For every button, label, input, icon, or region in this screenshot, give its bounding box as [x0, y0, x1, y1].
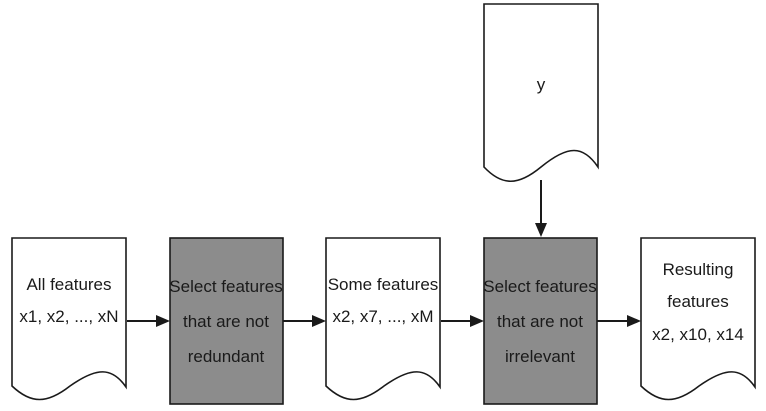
resulting-features-line1: Resulting: [663, 260, 734, 279]
select-not-irrelevant-line2: that are not: [497, 312, 583, 331]
target-label: y: [537, 75, 546, 94]
resulting-features-document: Resulting features x2, x10, x14: [640, 237, 756, 401]
select-not-irrelevant-process: Select features that are not irrelevant: [483, 237, 598, 405]
select-not-irrelevant-line1: Select features: [483, 277, 596, 296]
arrow-some-to-irrelevant: [441, 315, 484, 327]
select-not-redundant-line1: Select features: [169, 277, 282, 296]
all-features-document: All features x1, x2, ..., xN: [11, 237, 127, 401]
some-features-document-shape: [325, 237, 441, 401]
all-features-title: All features: [26, 275, 111, 294]
all-features-list: x1, x2, ..., xN: [19, 307, 118, 326]
arrow-redundant-to-some: [283, 315, 326, 327]
connector-target-to-irrelevant: [535, 180, 547, 237]
select-not-redundant-line2: that are not: [183, 312, 269, 331]
select-not-redundant-process: Select features that are not redundant: [169, 237, 284, 405]
arrow-irrelevant-to-resulting: [597, 315, 641, 327]
resulting-features-document-shape: [640, 237, 756, 401]
target-document: y: [483, 3, 599, 182]
target-document-shape: [483, 3, 599, 182]
select-not-irrelevant-box: [483, 237, 598, 405]
resulting-features-line2: features: [667, 292, 728, 311]
select-not-redundant-line3: redundant: [188, 347, 265, 366]
arrow-all-to-redundant: [127, 315, 170, 327]
select-not-irrelevant-line3: irrelevant: [505, 347, 575, 366]
all-features-document-shape: [11, 237, 127, 401]
some-features-list: x2, x7, ..., xM: [332, 307, 433, 326]
resulting-features-list: x2, x10, x14: [652, 325, 744, 344]
select-not-redundant-box: [169, 237, 284, 405]
some-features-document: Some features x2, x7, ..., xM: [325, 237, 441, 401]
some-features-title: Some features: [328, 275, 439, 294]
